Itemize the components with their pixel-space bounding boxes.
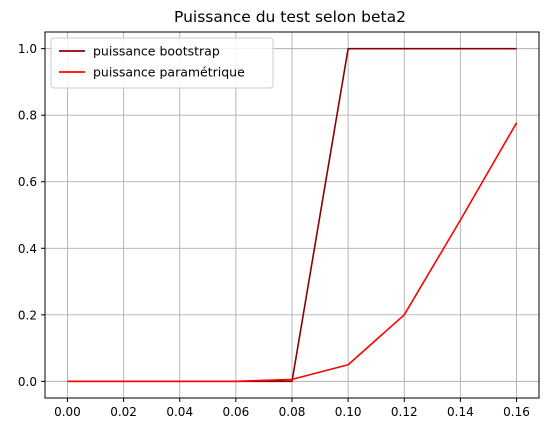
x-tick-label: 0.10	[335, 405, 362, 419]
x-tick-label: 0.08	[279, 405, 306, 419]
y-tick-label: 1.0	[18, 42, 37, 56]
x-tick-label: 0.14	[447, 405, 474, 419]
x-tick-label: 0.02	[110, 405, 137, 419]
y-tick-label: 0.2	[18, 308, 37, 322]
x-tick-label: 0.04	[166, 405, 193, 419]
y-tick-label: 0.8	[18, 109, 37, 123]
legend-box	[50, 37, 274, 89]
x-tick-label: 0.00	[54, 405, 81, 419]
y-tick-label: 0.4	[18, 242, 37, 256]
chart-title: Puissance du test selon beta2	[174, 8, 406, 26]
x-tick-label: 0.12	[391, 405, 418, 419]
y-tick-label: 0.6	[18, 175, 37, 189]
series-line-parametrique	[67, 122, 518, 383]
axis-ticks: 0.00 0.02 0.04 0.06 0.08 0.10 0.12 0.14 0.16 0.0 0…	[18, 42, 530, 419]
x-tick-label: 0.16	[503, 405, 530, 419]
legend: puissance bootstrap puissance paramétriqu…	[50, 37, 274, 89]
x-tick-label: 0.06	[223, 405, 250, 419]
legend-label: puissance paramétrique	[93, 65, 245, 80]
legend-label: puissance bootstrap	[93, 44, 220, 59]
series-layer	[67, 47, 518, 383]
y-tick-label: 0.0	[18, 375, 37, 389]
grid	[45, 32, 539, 398]
